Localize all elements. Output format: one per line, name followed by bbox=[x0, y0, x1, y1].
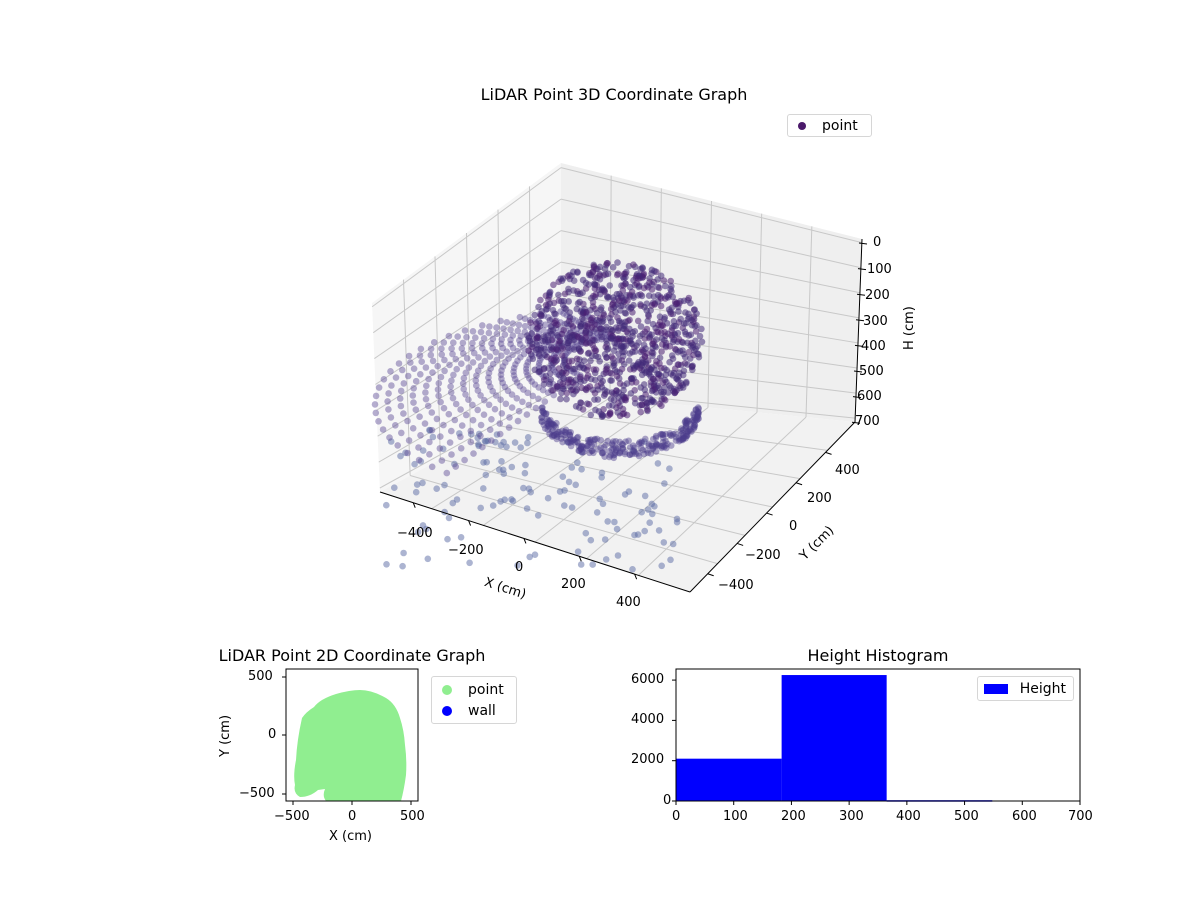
x-tick: 500 bbox=[954, 809, 979, 824]
y-tick: 200 bbox=[807, 491, 832, 506]
histogram-bar bbox=[676, 758, 782, 801]
pane-floor bbox=[380, 393, 855, 592]
plot3d-canvas[interactable] bbox=[0, 0, 1200, 640]
y-tick: 6000 bbox=[631, 672, 665, 687]
x-tick: −400 bbox=[397, 526, 433, 541]
x-axis-line bbox=[379, 491, 691, 593]
legend-marker-point-icon bbox=[442, 684, 452, 695]
x-tick: 700 bbox=[1068, 809, 1093, 824]
x-tick: 500 bbox=[400, 809, 425, 824]
plot3d-legend: point bbox=[787, 114, 872, 137]
y-tick: 2000 bbox=[631, 752, 665, 767]
x-tick: 0 bbox=[348, 809, 357, 824]
plot2d-legend: point wall bbox=[431, 676, 517, 724]
z-axis-label: H (cm) bbox=[902, 306, 917, 350]
x-tick: 100 bbox=[723, 809, 748, 824]
pane-back bbox=[561, 163, 862, 422]
histogram-bar bbox=[781, 675, 887, 801]
point-region bbox=[294, 690, 407, 801]
z-tick: 500 bbox=[859, 364, 884, 379]
x-tick: 200 bbox=[781, 809, 806, 824]
x-tick: 200 bbox=[561, 577, 586, 592]
x-tick: 300 bbox=[839, 809, 864, 824]
x-tick: 400 bbox=[616, 595, 641, 610]
legend-marker-wall-icon bbox=[442, 705, 452, 716]
y-axis-line bbox=[689, 421, 856, 593]
legend-label-wall: wall bbox=[468, 702, 496, 719]
y-tick: −500 bbox=[239, 786, 275, 801]
x-tick: 0 bbox=[515, 560, 524, 575]
x-tick: 400 bbox=[896, 809, 921, 824]
legend-swatch-icon bbox=[984, 683, 1008, 694]
z-tick: 600 bbox=[857, 389, 882, 404]
plot2d-area bbox=[282, 668, 419, 805]
x-tick: −500 bbox=[274, 809, 310, 824]
x-axis-label: X (cm) bbox=[329, 829, 372, 844]
z-tick: 200 bbox=[865, 288, 890, 303]
legend-marker-icon bbox=[798, 121, 806, 130]
x-tick: 600 bbox=[1012, 809, 1037, 824]
legend-label-height: Height bbox=[1019, 680, 1066, 697]
y-tick: −400 bbox=[718, 578, 754, 593]
legend-label-point: point bbox=[468, 681, 504, 698]
x-tick: 0 bbox=[672, 809, 681, 824]
z-tick: 700 bbox=[855, 414, 880, 429]
y-tick: 0 bbox=[268, 727, 277, 742]
hist-title: Height Histogram bbox=[807, 646, 949, 665]
y-tick: −200 bbox=[745, 548, 781, 563]
y-tick: 4000 bbox=[631, 712, 665, 727]
histogram-bar bbox=[886, 800, 993, 802]
hist-legend: Height bbox=[977, 676, 1074, 701]
y-axis-label: Y (cm) bbox=[218, 714, 233, 757]
histogram-bars bbox=[676, 675, 993, 802]
plot3d-title: LiDAR Point 3D Coordinate Graph bbox=[480, 85, 748, 104]
plot2d-title: LiDAR Point 2D Coordinate Graph bbox=[218, 646, 486, 665]
y-tick: 500 bbox=[248, 669, 273, 684]
y-tick: 400 bbox=[835, 463, 860, 478]
legend-label-point: point bbox=[822, 117, 858, 134]
z-tick: 300 bbox=[863, 314, 888, 329]
z-axis-line bbox=[854, 238, 863, 423]
y-tick: 0 bbox=[663, 793, 672, 808]
z-tick: 0 bbox=[873, 235, 882, 250]
x-tick: −200 bbox=[448, 543, 484, 558]
z-tick: 400 bbox=[861, 339, 886, 354]
z-tick: 100 bbox=[867, 262, 892, 277]
pane-left bbox=[372, 163, 561, 492]
y-tick: 0 bbox=[789, 519, 798, 534]
point-cloud-3d bbox=[371, 259, 706, 573]
grid-lines-3d bbox=[371, 167, 862, 576]
